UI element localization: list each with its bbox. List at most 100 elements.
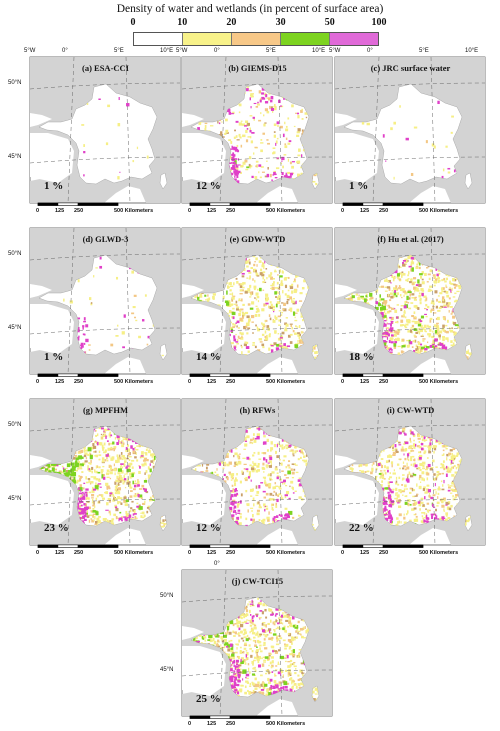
scale-bar-label: 125 <box>55 379 64 385</box>
longitude-label: 5°E <box>419 48 429 54</box>
scale-bar-label: 250 <box>226 721 235 727</box>
france-map <box>180 224 335 389</box>
scale-bar-label: 125 <box>55 550 64 556</box>
scale-bar-label: 0 <box>341 379 344 385</box>
scale-bar-label: 0 <box>36 550 39 556</box>
scale-bar: 0 125 250 500 Kilometers <box>180 547 335 560</box>
latitude-label: 50°N <box>8 251 21 257</box>
latitude-label: 45°N <box>8 154 21 160</box>
longitude-label: 5°W <box>176 48 187 54</box>
legend-tick-label: 10 <box>177 17 187 28</box>
panel-title: (c) JRC surface water <box>333 63 488 73</box>
scale-bar-label: 125 <box>55 208 64 214</box>
legend-swatch <box>330 33 378 45</box>
scale-bar-label: 0 <box>36 208 39 214</box>
panel-title: (g) MPFHM <box>28 405 183 415</box>
scale-bar-label: 250 <box>379 550 388 556</box>
scale-bar-label: 250 <box>226 379 235 385</box>
scale-bar-label: 125 <box>207 379 216 385</box>
scale-bar-label: 500 Kilometers <box>419 379 458 385</box>
france-map <box>333 395 488 560</box>
panel-percent: 14 % <box>196 351 221 363</box>
longitude-label: 5°W <box>24 48 35 54</box>
scale-bar: 0 125 250 500 Kilometers <box>333 376 488 389</box>
legend-title: Density of water and wetlands (in percen… <box>0 3 500 15</box>
scale-bar-label: 125 <box>360 379 369 385</box>
scale-bar-label: 500 Kilometers <box>419 208 458 214</box>
longitude-label: 10°E <box>312 48 325 54</box>
panel-percent: 12 % <box>196 522 221 534</box>
legend-tick-label: 50 <box>325 17 335 28</box>
longitude-label: 5°W <box>329 48 340 54</box>
scale-bar-label: 500 Kilometers <box>114 550 153 556</box>
scale-bar-label: 250 <box>74 208 83 214</box>
scale-bar-label: 0 <box>341 208 344 214</box>
legend-swatch <box>134 33 183 45</box>
france-map <box>333 224 488 389</box>
panel-percent: 18 % <box>349 351 374 363</box>
panel-percent: 1 % <box>44 351 63 363</box>
scale-bar: 0 125 250 500 Kilometers <box>28 205 183 218</box>
scale-bar-label: 250 <box>379 379 388 385</box>
panel-percent: 22 % <box>349 522 374 534</box>
scale-bar-label: 0 <box>188 208 191 214</box>
france-map <box>28 53 183 218</box>
scale-bar-label: 250 <box>74 379 83 385</box>
legend-swatch <box>183 33 232 45</box>
scale-bar-label: 0 <box>341 550 344 556</box>
legend-color-bar <box>133 32 379 46</box>
scale-bar-label: 250 <box>226 550 235 556</box>
legend-swatch <box>281 33 330 45</box>
scale-bar-label: 125 <box>207 208 216 214</box>
latitude-label: 50°N <box>8 80 21 86</box>
scale-bar-label: 0 <box>188 721 191 727</box>
panel-title: (a) ESA-CCI <box>28 63 183 73</box>
france-map <box>28 224 183 389</box>
france-map <box>180 53 335 218</box>
scale-bar-label: 125 <box>360 550 369 556</box>
scale-bar-label: 500 Kilometers <box>114 379 153 385</box>
panel-percent: 12 % <box>196 180 221 192</box>
panel-percent: 23 % <box>44 522 69 534</box>
panel-title: (i) CW-WTD <box>333 405 488 415</box>
scale-bar-label: 500 Kilometers <box>266 550 305 556</box>
legend-tick-label: 20 <box>226 17 236 28</box>
scale-bar-label: 125 <box>207 550 216 556</box>
longitude-label: 0° <box>62 48 68 54</box>
longitude-label: 5°E <box>114 48 124 54</box>
longitude-label: 10°E <box>160 48 173 54</box>
scale-bar-label: 500 Kilometers <box>114 208 153 214</box>
panel-title: (h) RFWs <box>180 405 335 415</box>
panel-percent: 1 % <box>349 180 368 192</box>
longitude-label: 0° <box>214 561 220 567</box>
latitude-label: 50°N <box>8 422 21 428</box>
scale-bar-label: 0 <box>188 550 191 556</box>
legend-ticks: 0 10 20 30 50 100 <box>0 17 500 31</box>
legend-tick-label: 0 <box>131 17 136 28</box>
latitude-label: 45°N <box>8 496 21 502</box>
map-panel: (h) RFWs 12 % 0 125 250 500 Kilometers <box>180 395 335 560</box>
scale-bar-label: 500 Kilometers <box>266 379 305 385</box>
legend-tick-label: 30 <box>276 17 286 28</box>
latitude-label: 45°N <box>160 667 173 673</box>
scale-bar-label: 250 <box>226 208 235 214</box>
longitude-label: 5°E <box>266 48 276 54</box>
legend-tick-label: 100 <box>372 17 387 28</box>
scale-bar-label: 500 Kilometers <box>266 208 305 214</box>
panel-title: (d) GLWD-3 <box>28 234 183 244</box>
latitude-label: 50°N <box>160 593 173 599</box>
scale-bar-label: 500 Kilometers <box>266 721 305 727</box>
longitude-label: 0° <box>367 48 373 54</box>
